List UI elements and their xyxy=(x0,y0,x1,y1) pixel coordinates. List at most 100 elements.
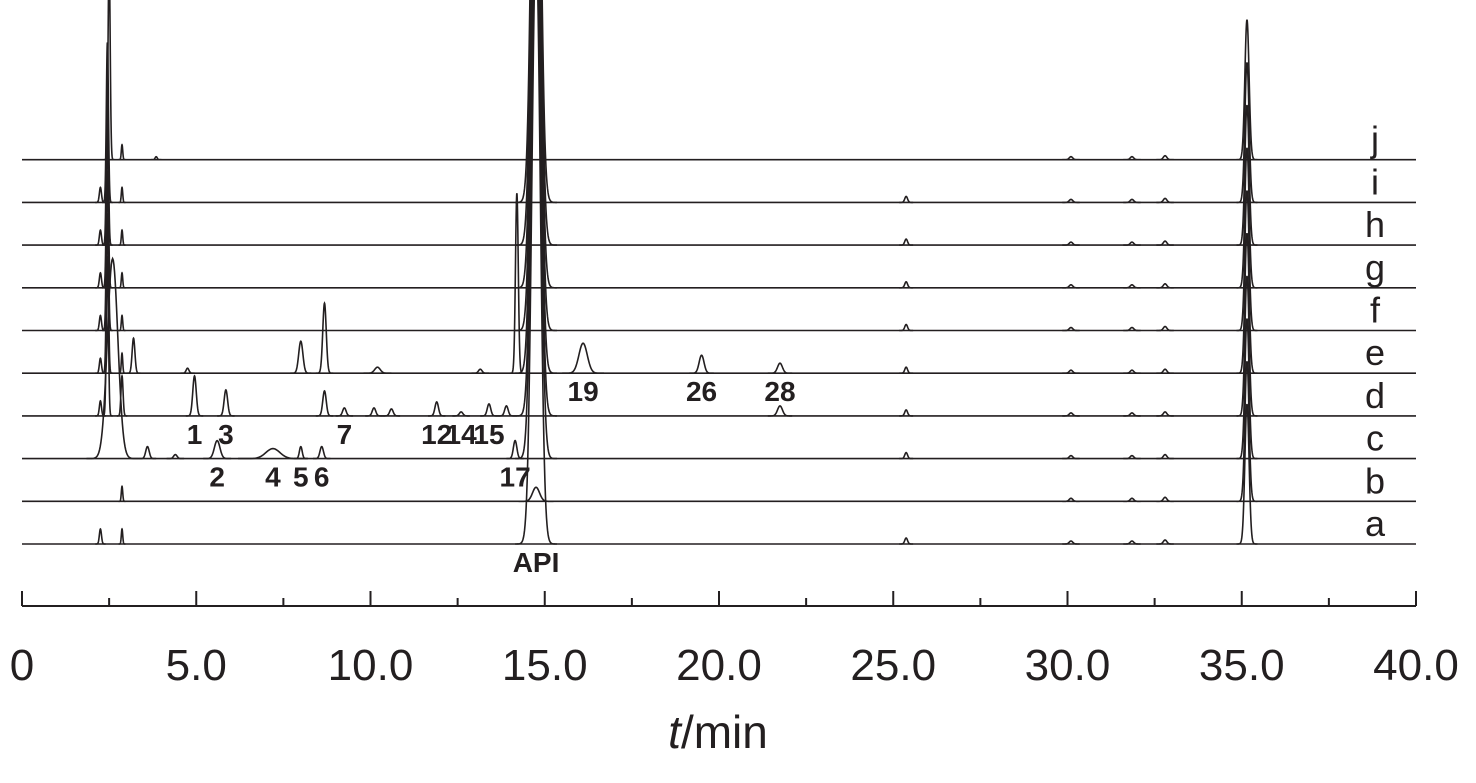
peak xyxy=(515,0,557,332)
peak xyxy=(1062,369,1080,374)
peak xyxy=(118,527,126,545)
peak xyxy=(1236,190,1258,332)
peak xyxy=(689,354,714,374)
peak xyxy=(118,314,126,332)
peak-label: 1 xyxy=(187,419,203,450)
peak xyxy=(1236,62,1258,204)
peak xyxy=(899,366,914,374)
peak xyxy=(428,401,446,417)
peak xyxy=(118,484,126,503)
peak xyxy=(497,405,516,417)
peak xyxy=(1236,233,1258,374)
peak xyxy=(1062,326,1080,332)
peak xyxy=(1123,369,1141,374)
peak xyxy=(1156,240,1174,246)
peak xyxy=(1062,540,1080,545)
peak-label: 19 xyxy=(568,376,599,407)
peak xyxy=(102,255,113,417)
peak xyxy=(1236,19,1258,161)
trace-name: a xyxy=(1365,503,1386,544)
peak-label: 26 xyxy=(686,376,717,407)
peak xyxy=(1123,497,1141,503)
peak xyxy=(899,280,914,289)
peak xyxy=(1062,198,1080,204)
peak xyxy=(1123,241,1141,246)
peak xyxy=(293,445,308,460)
peak xyxy=(1236,361,1258,503)
peak xyxy=(1123,326,1141,332)
peak xyxy=(899,451,914,460)
peak-label: 2 xyxy=(209,462,225,493)
x-tick-label: 20.0 xyxy=(676,641,762,690)
peak xyxy=(515,0,557,374)
peak xyxy=(1062,412,1080,417)
peak xyxy=(515,0,557,460)
peak xyxy=(1123,155,1141,161)
peak xyxy=(515,0,557,246)
peak xyxy=(767,362,793,374)
peak xyxy=(1236,318,1258,460)
peak xyxy=(103,0,115,161)
peak xyxy=(126,336,141,374)
peak xyxy=(335,407,354,417)
peak-label: 15 xyxy=(473,419,504,450)
traces xyxy=(22,0,1416,545)
peak xyxy=(1123,283,1141,289)
peak xyxy=(1123,540,1141,545)
trace-name: i xyxy=(1371,161,1379,202)
peak xyxy=(203,439,232,460)
peak xyxy=(452,411,470,417)
peak xyxy=(118,351,126,374)
peak-label: 7 xyxy=(337,419,353,450)
peak xyxy=(1123,412,1141,417)
peak-label: 14 xyxy=(446,419,478,450)
peak-label: 12 xyxy=(421,419,452,450)
peak-label: 17 xyxy=(500,462,531,493)
peak xyxy=(1236,147,1258,289)
peak-label: 4 xyxy=(265,462,281,493)
peak-label: API xyxy=(513,547,560,578)
peak xyxy=(166,453,185,460)
peak xyxy=(1156,368,1174,374)
peak xyxy=(1062,454,1080,460)
peak xyxy=(118,228,126,246)
peak xyxy=(382,408,401,417)
trace-name: e xyxy=(1365,332,1385,373)
peak xyxy=(1156,325,1174,332)
peak xyxy=(315,389,334,417)
peak xyxy=(116,373,128,417)
peak xyxy=(1062,241,1080,246)
peak xyxy=(365,407,383,417)
peak xyxy=(1236,104,1258,246)
peak xyxy=(515,0,557,417)
peak xyxy=(506,439,524,460)
peak xyxy=(1236,403,1258,545)
x-axis-title: t/min xyxy=(668,706,768,758)
peak xyxy=(1156,154,1174,161)
x-tick-label: 30.0 xyxy=(1025,641,1111,690)
x-tick-label: 0 xyxy=(10,641,34,690)
peak xyxy=(290,340,312,374)
peak xyxy=(102,170,113,332)
peak-label: 6 xyxy=(314,462,330,493)
peak xyxy=(118,271,126,289)
peak xyxy=(138,445,157,460)
x-tick-label: 15.0 xyxy=(502,641,588,690)
peak xyxy=(899,238,914,246)
peak xyxy=(471,368,489,374)
trace-name: h xyxy=(1365,204,1385,245)
x-axis: 0 5.0 10.0 15.0 20.0 25.0 30.0 35.0 40.0 xyxy=(10,591,1459,690)
peak xyxy=(95,527,106,545)
peak-label: 28 xyxy=(764,376,795,407)
peak xyxy=(150,155,162,161)
trace-name: g xyxy=(1365,247,1385,288)
x-tick-label: 35.0 xyxy=(1199,641,1285,690)
peak xyxy=(1062,497,1080,503)
x-tick-label: 5.0 xyxy=(166,641,227,690)
peak xyxy=(899,323,914,332)
trace-name: f xyxy=(1370,290,1381,331)
x-axis-unit: /min xyxy=(681,706,768,758)
trace-name: b xyxy=(1365,460,1385,501)
peak xyxy=(118,186,126,204)
